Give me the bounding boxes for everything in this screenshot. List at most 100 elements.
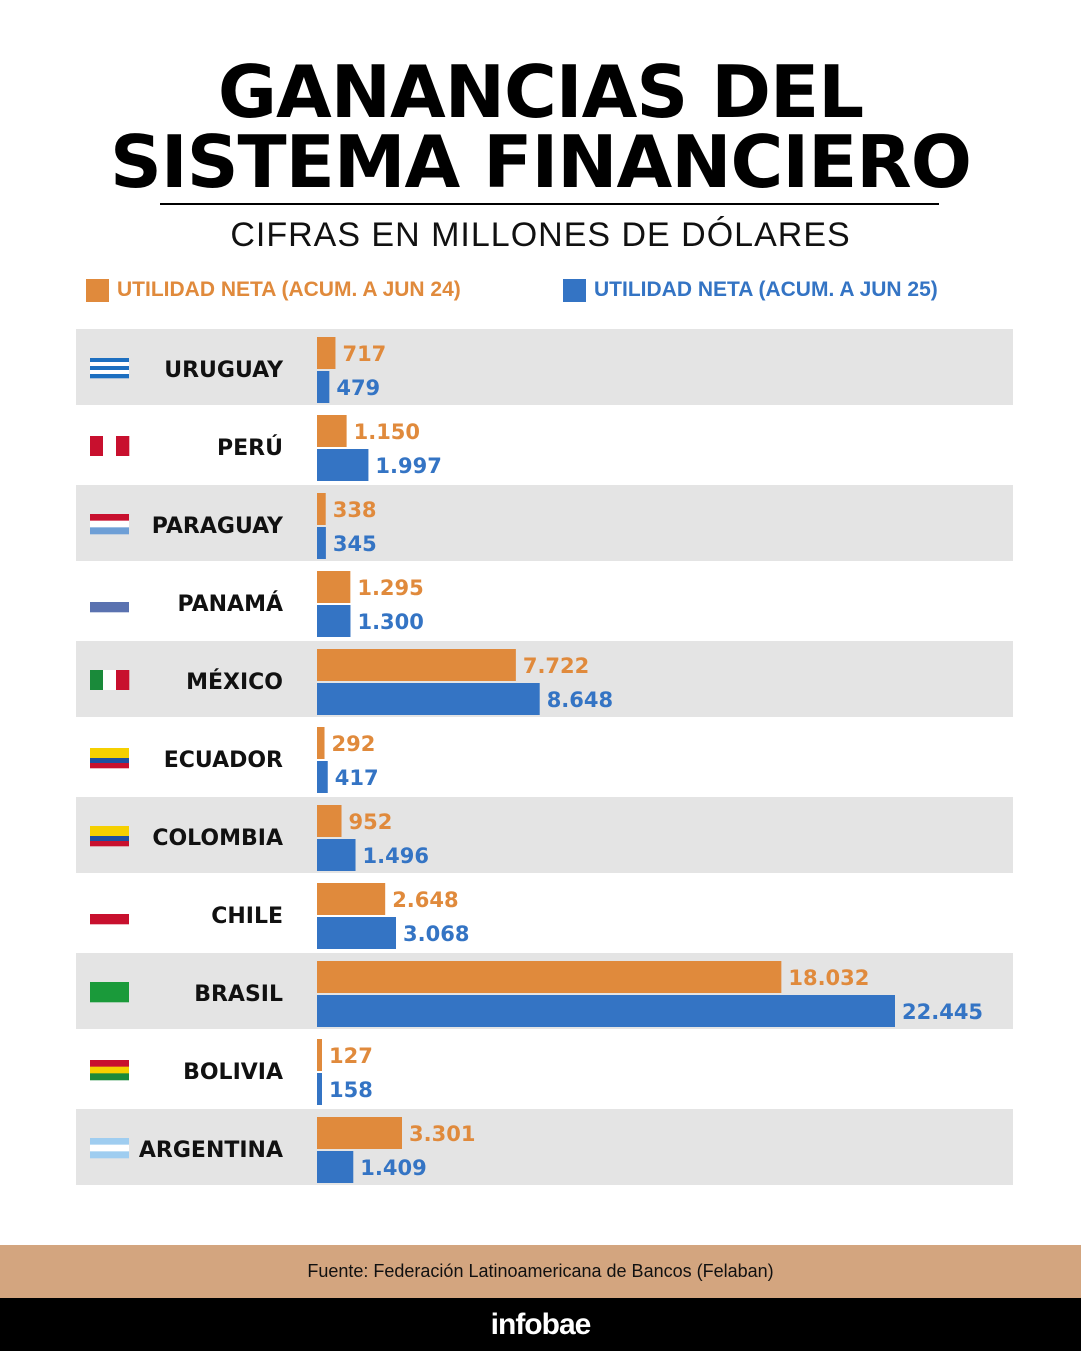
source-note: Fuente: Federación Latinoamericana de Ba… xyxy=(0,1245,1081,1298)
bar-jun24 xyxy=(317,805,342,837)
row-background xyxy=(76,485,1013,561)
flag-stripe xyxy=(90,362,129,367)
value-label: 1.997 xyxy=(375,454,441,478)
bar-jun25 xyxy=(317,761,328,793)
value-label: 127 xyxy=(329,1044,373,1068)
flag-stripe xyxy=(90,520,129,528)
brand-logo: infobae xyxy=(0,1298,1081,1351)
bar-jun24 xyxy=(317,883,386,915)
subtitle: CIFRAS EN MILLONES DE DÓLARES xyxy=(230,216,851,254)
bar-jun25 xyxy=(317,449,369,481)
row-background xyxy=(76,329,1013,405)
country-label: PARAGUAY xyxy=(152,514,284,539)
row-background xyxy=(76,1109,1013,1185)
flag-stripe xyxy=(90,1073,129,1081)
flag-stripe xyxy=(90,748,129,754)
value-label: 158 xyxy=(329,1078,373,1102)
value-label: 417 xyxy=(335,766,379,790)
flag-stripe xyxy=(90,1144,129,1152)
flag-stripe xyxy=(90,592,129,603)
legend-label: UTILIDAD NETA (ACUM. A JUN 25) xyxy=(594,278,938,301)
country-label: BRASIL xyxy=(194,982,283,1007)
bar-jun24 xyxy=(317,1117,403,1149)
flag-stripe xyxy=(90,370,129,375)
legend-item-jun25: UTILIDAD NETA (ACUM. A JUN 25) xyxy=(563,278,938,302)
bar-jun25 xyxy=(317,839,356,871)
bar-jun25 xyxy=(317,1073,322,1105)
flag-stripe xyxy=(90,670,104,690)
country-label: URUGUAY xyxy=(164,358,284,383)
flag-stripe xyxy=(90,841,129,847)
flag-stripe xyxy=(90,527,129,535)
country-label: ECUADOR xyxy=(164,748,283,773)
flag-stripe xyxy=(90,904,129,915)
flag-stripe xyxy=(90,836,129,842)
flag-stripe xyxy=(90,374,129,379)
bar-jun24 xyxy=(317,727,325,759)
title-line-2: SISTEMA FINANCIERO xyxy=(110,120,972,204)
value-label: 7.722 xyxy=(523,654,589,678)
bar-jun24 xyxy=(317,337,336,369)
flag-stripe xyxy=(90,914,129,925)
legend-label: UTILIDAD NETA (ACUM. A JUN 24) xyxy=(117,278,461,301)
flag-stripe xyxy=(90,366,129,371)
value-label: 3.301 xyxy=(409,1122,475,1146)
flag-stripe xyxy=(90,753,129,759)
value-label: 479 xyxy=(336,376,380,400)
value-label: 952 xyxy=(349,810,393,834)
bar-jun25 xyxy=(317,1151,354,1183)
country-label: PANAMÁ xyxy=(178,591,284,617)
value-label: 1.409 xyxy=(360,1156,426,1180)
flag-stripe xyxy=(116,436,130,456)
title-divider xyxy=(160,203,939,205)
value-label: 2.648 xyxy=(392,888,458,912)
value-label: 1.496 xyxy=(363,844,429,868)
bar-jun25 xyxy=(317,917,397,949)
value-label: 345 xyxy=(333,532,377,556)
legend-swatch-blue xyxy=(563,278,586,302)
flag-stripe xyxy=(103,670,117,690)
flag-stripe xyxy=(90,358,129,363)
bar-jun25 xyxy=(317,605,351,637)
flag-stripe xyxy=(90,826,129,832)
bar-jun24 xyxy=(317,649,516,681)
country-label: MÉXICO xyxy=(186,669,283,695)
bar-jun24 xyxy=(317,415,347,447)
bar-jun24 xyxy=(317,1039,322,1071)
value-label: 292 xyxy=(332,732,376,756)
country-label: CHILE xyxy=(211,904,283,929)
bar-jun25 xyxy=(317,371,330,403)
row-background xyxy=(76,641,1013,717)
value-label: 8.648 xyxy=(547,688,613,712)
value-label: 1.300 xyxy=(357,610,423,634)
country-label: PERÚ xyxy=(217,435,283,461)
flag-stripe xyxy=(90,982,129,1003)
bar-jun24 xyxy=(317,571,351,603)
bar-jun25 xyxy=(317,683,540,715)
country-label: COLOMBIA xyxy=(152,826,283,851)
value-label: 18.032 xyxy=(788,966,869,990)
flag-stripe xyxy=(90,1151,129,1159)
flag-stripe xyxy=(90,763,129,769)
flag-stripe xyxy=(90,514,129,521)
bar-jun25 xyxy=(317,527,326,559)
row-background xyxy=(76,797,1013,873)
value-label: 717 xyxy=(342,342,386,366)
flag-stripe xyxy=(90,1066,129,1074)
flag-stripe xyxy=(90,1060,129,1067)
value-label: 3.068 xyxy=(403,922,469,946)
value-label: 22.445 xyxy=(902,1000,983,1024)
bar-jun24 xyxy=(317,961,782,993)
bar-jun25 xyxy=(317,995,895,1027)
country-label: ARGENTINA xyxy=(139,1138,283,1163)
flag-stripe xyxy=(90,1138,129,1145)
flag-stripe xyxy=(90,831,129,837)
legend-swatch-orange xyxy=(86,278,109,302)
flag-stripe xyxy=(103,436,117,456)
flag-stripe xyxy=(90,758,129,764)
title-line-1: GANANCIAS DEL xyxy=(217,50,864,134)
value-label: 1.150 xyxy=(354,420,420,444)
legend-item-jun24: UTILIDAD NETA (ACUM. A JUN 24) xyxy=(86,278,461,302)
flag-stripe xyxy=(90,602,129,613)
